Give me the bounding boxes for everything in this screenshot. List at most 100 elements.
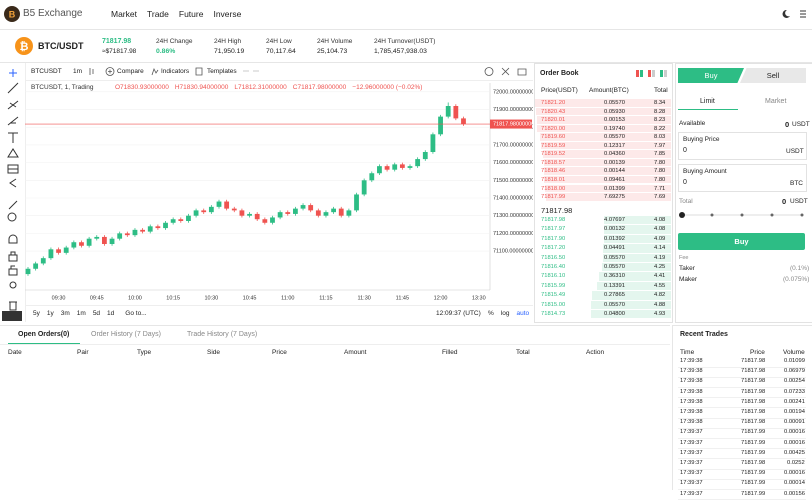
range-button[interactable]: 1y — [46, 310, 54, 317]
trade-price: 71817.99 — [741, 439, 766, 446]
nav-link[interactable]: Market — [111, 9, 137, 19]
trade-volume: 0.00194 — [784, 409, 805, 415]
legend-ohlc: O71830.93000000 H71830.94000000 L71812.3… — [115, 84, 422, 91]
trade-volume: 0.00156 — [784, 490, 805, 497]
candle-body — [109, 238, 115, 244]
trade-form — [675, 63, 812, 323]
trade-price: 71817.98 — [741, 398, 766, 405]
stat-label: 24H Low — [266, 38, 292, 45]
buy-button[interactable]: Buy — [678, 233, 805, 250]
book-total: 4.08 — [654, 226, 666, 233]
book-price: 71821.20 — [541, 100, 566, 106]
book-amount: 0.00153 — [604, 117, 625, 124]
legend-value: −12.96000000 (−0.02%) — [352, 84, 423, 91]
depth-bar — [590, 310, 671, 319]
collapse-button[interactable] — [2, 311, 22, 321]
book-amount: 7.69275 — [604, 194, 625, 201]
toolbar-button[interactable]: Indicators — [161, 68, 190, 75]
price-label: Buying Price — [683, 136, 720, 143]
range-button[interactable]: 1d — [107, 310, 115, 317]
scale-option[interactable]: log — [500, 310, 510, 317]
trade-price: 71817.98 — [741, 409, 766, 415]
orders-tab[interactable]: Trade History (7 Days) — [187, 331, 258, 338]
nav-link[interactable]: Future — [178, 9, 204, 19]
depth-bar — [536, 116, 671, 124]
book-total: 4.55 — [654, 282, 666, 289]
range-button[interactable]: 3m — [60, 310, 70, 317]
candle-body — [369, 173, 375, 181]
book-column: Amount(BTC) — [589, 87, 629, 94]
divider — [678, 437, 806, 439]
toolbar-button[interactable]: Templates — [207, 68, 237, 75]
amount-input[interactable] — [678, 164, 807, 192]
depth-bar — [540, 133, 671, 141]
scale-option[interactable]: % — [488, 310, 494, 317]
divider — [678, 407, 806, 409]
x-tick-label: 11:30 — [357, 295, 370, 301]
candle-body — [247, 213, 252, 216]
mode-tab[interactable]: Market — [765, 98, 787, 105]
trade-time: 17:39:37 — [680, 449, 703, 456]
nav-icons[interactable] — [782, 9, 808, 19]
scale-option[interactable]: auto — [516, 310, 530, 317]
top-nav — [0, 0, 812, 30]
book-total: 4.41 — [654, 273, 666, 280]
toolbar-symbol[interactable]: BTCUSDT — [31, 68, 62, 75]
book-price: 71816.10 — [541, 273, 566, 280]
toolbar-interval[interactable]: 1m — [73, 68, 83, 75]
book-view-icons[interactable] — [636, 69, 668, 78]
orders-column: Type — [137, 349, 152, 356]
orders-column: Side — [207, 349, 221, 356]
trade-time: 17:39:37 — [680, 439, 703, 446]
mode-tab[interactable]: Limit — [700, 98, 715, 105]
tool-icons[interactable] — [6, 67, 20, 322]
chart: 71100.00000000 71200.00000000 71300.000000… — [25, 83, 533, 301]
toolbar-button[interactable]: Compare — [117, 68, 144, 75]
range-button[interactable]: 5y — [33, 310, 40, 317]
book-total: 4.08 — [654, 217, 666, 223]
book-total: 4.93 — [654, 311, 666, 317]
order-book — [534, 63, 673, 323]
legend-value: H71830.94000000 — [174, 84, 229, 91]
slider[interactable] — [678, 211, 806, 219]
stat-label: 24H High — [214, 38, 242, 45]
orders-column: Amount — [344, 349, 367, 356]
y-tick-label: 71400.00000000 — [493, 195, 533, 201]
x-tick-label: 10:00 — [128, 295, 142, 301]
price-unit: USDT — [786, 148, 804, 155]
nav-link[interactable]: Trade — [146, 9, 169, 19]
nav-link[interactable]: Inverse — [213, 9, 242, 19]
toolbar-icons[interactable] — [88, 66, 538, 77]
trade-price: 71817.98 — [741, 460, 766, 466]
book-total: 7.97 — [654, 142, 666, 149]
price-input[interactable] — [678, 132, 807, 160]
divider — [678, 448, 806, 450]
range-button[interactable]: 5d — [92, 310, 101, 317]
x-tick-label: 09:30 — [52, 295, 66, 301]
candle-body — [392, 164, 398, 170]
book-total: 7.80 — [654, 159, 666, 166]
ticker-bar — [0, 30, 812, 63]
sell-tab[interactable]: Sell — [740, 68, 806, 83]
book-amount: 0.13391 — [604, 282, 625, 289]
y-tick-label: 71900.00000000 — [493, 107, 533, 113]
candle-body — [285, 212, 291, 214]
range-button[interactable]: 1m — [76, 310, 86, 317]
total-value: 0 — [782, 197, 787, 206]
book-total: 8.23 — [654, 117, 666, 124]
stat-label: 24H Change — [156, 38, 193, 45]
orders-tab[interactable]: Open Orders(0) — [18, 331, 70, 338]
divider — [678, 376, 806, 378]
depth-bar — [604, 225, 671, 234]
trade-time: 17:39:37 — [680, 470, 703, 477]
book-amount: 0.12317 — [604, 142, 625, 149]
candle-body — [384, 166, 390, 170]
x-tick-label: 11:00 — [281, 295, 294, 301]
orders-tab[interactable]: Order History (7 Days) — [91, 331, 162, 338]
btc-icon: ₿ — [15, 37, 33, 55]
goto-button[interactable]: Go to... — [125, 310, 147, 317]
divider — [678, 458, 806, 460]
candle-body — [216, 201, 222, 207]
mode-underline — [678, 109, 738, 110]
buy-tab[interactable]: Buy — [678, 68, 744, 83]
